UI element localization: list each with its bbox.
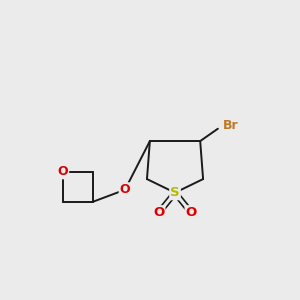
Text: O: O — [153, 206, 164, 219]
Text: O: O — [120, 183, 130, 196]
Text: O: O — [58, 165, 68, 178]
Text: Br: Br — [223, 119, 239, 132]
Text: S: S — [170, 186, 180, 199]
Text: O: O — [186, 206, 197, 219]
